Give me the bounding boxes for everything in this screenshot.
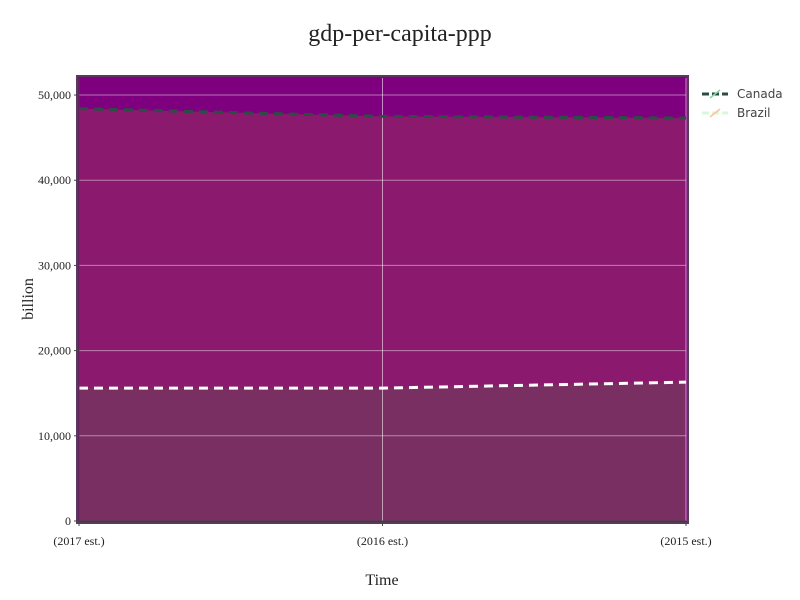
y-tick-label: 10,000 <box>38 429 71 443</box>
x-tick-label: (2017 est.) <box>53 534 104 548</box>
plot-area <box>76 75 689 524</box>
legend: Canada Brazil <box>702 87 783 120</box>
legend-item-brazil: Brazil <box>702 106 771 120</box>
legend-swatch-mark <box>709 108 721 118</box>
line-canada <box>78 107 687 120</box>
legend-label: Canada <box>737 87 783 101</box>
x-tick-label: (2016 est.) <box>357 534 408 548</box>
y-tick-label: 0 <box>65 514 71 528</box>
y-tick-label: 50,000 <box>38 88 71 102</box>
legend-item-canada: Canada <box>702 87 783 101</box>
legend-label: Brazil <box>737 106 771 120</box>
y-tick-label: 20,000 <box>38 344 71 358</box>
y-axis-ticks: 0 10,000 20,000 30,000 40,000 50,000 <box>38 88 79 528</box>
y-tick-label: 40,000 <box>38 173 71 187</box>
chart-title: gdp-per-capita-ppp <box>308 21 491 47</box>
line-brazil <box>79 380 687 390</box>
y-tick-label: 30,000 <box>38 258 71 272</box>
x-axis-title: Time <box>365 572 398 589</box>
y-axis-title: billion <box>20 278 37 320</box>
x-axis-ticks: (2017 est.) (2016 est.) (2015 est.) <box>53 521 712 548</box>
legend-swatch-mark <box>709 89 721 99</box>
x-tick-label: (2015 est.) <box>660 534 711 548</box>
